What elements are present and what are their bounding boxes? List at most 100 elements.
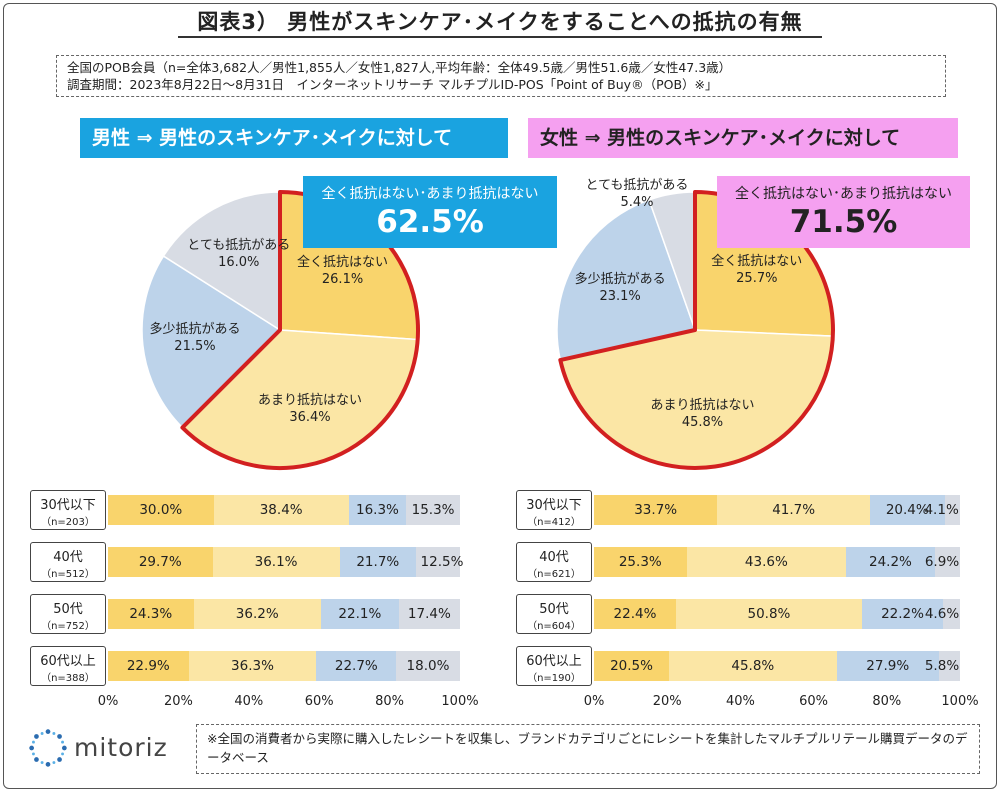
- male-callout-label: 全く抵抗はない･あまり抵抗はない: [321, 186, 539, 202]
- female-pie-slice-value: 25.7%: [736, 270, 778, 286]
- female-callout-label: 全く抵抗はない･あまり抵抗はない: [735, 186, 952, 202]
- survey-info-line2: 調査期間：2023年8月22日～8月31日 インターネットリサーチ マルチプルI…: [67, 77, 718, 92]
- female-bar-sample-size: （n=621）: [527, 569, 581, 580]
- male-bar-segment-label: 38.4%: [259, 502, 303, 518]
- female-bar-segment-2: [686, 547, 847, 577]
- male-bar-x-tick: 20%: [163, 694, 193, 709]
- figure-frame: [3, 3, 997, 789]
- male-bar-age-label: 50代: [53, 602, 83, 617]
- male-bar-segment-2: [213, 495, 349, 525]
- male-bar-segment-4: [398, 599, 460, 629]
- male-bar-stacked-bar: 30.0% 38.4% 16.3% 15.3%: [108, 495, 460, 525]
- male-bar-segment-label: 36.2%: [235, 606, 279, 622]
- male-bar-age-label: 40代: [53, 550, 83, 565]
- footnote: ※全国の消費者から実際に購入したレシートを収集し、ブランドカテゴリごとにレシート…: [196, 724, 980, 774]
- female-bar-x-tick: 40%: [725, 694, 755, 709]
- female-pie-slice-label-3: 多少抵抗がある 23.1%: [560, 271, 680, 305]
- female-bar-segment-label: 4.6%: [924, 606, 960, 622]
- male-bar-segment-label: 22.9%: [126, 658, 170, 674]
- male-bar-x-tick: 0%: [97, 694, 119, 709]
- female-bar-age-label: 30代以下: [526, 498, 582, 513]
- female-bar-row: 60代以上 （n=190） 20.5% 45.8% 27.9% 5.8%: [516, 646, 976, 686]
- male-bar-age-label: 30代以下: [40, 498, 96, 513]
- female-bar-segment-label: 20.4%: [885, 502, 929, 518]
- female-panel-header: 女性 ⇒ 男性のスキンケア･メイクに対して: [528, 118, 958, 158]
- male-pie-slice-4: [162, 191, 281, 332]
- male-bar-segment-1: [108, 495, 214, 525]
- female-bar-sample-size: （n=190）: [527, 673, 581, 684]
- mitoriz-logo-icon: [29, 729, 67, 767]
- male-bar-x-tick: 60%: [304, 694, 334, 709]
- female-pie-slice-3: [556, 198, 696, 361]
- male-panel-header: 男性 ⇒ 男性のスキンケア･メイクに対して: [80, 118, 508, 158]
- male-bar-segment-3: [339, 547, 416, 577]
- female-bar-stacked-bar: 33.7% 41.7% 20.4% 4.1%: [594, 495, 960, 525]
- male-bar-sample-size: （n=512）: [41, 569, 95, 580]
- female-bar-segment-label: 45.8%: [731, 658, 775, 674]
- male-callout-value: 62.5%: [376, 204, 484, 240]
- male-pie-slice-label-2: あまり抵抗はない 36.4%: [250, 392, 370, 426]
- female-bar-segment-4: [943, 599, 960, 629]
- male-bar-sample-size: （n=388）: [41, 673, 95, 684]
- female-bar-segment-2: [669, 651, 837, 681]
- female-pie-slice-label-2: あまり抵抗はない 45.8%: [643, 397, 763, 431]
- female-bar-segment-label: 27.9%: [866, 658, 910, 674]
- male-bar-segment-label: 18.0%: [406, 658, 450, 674]
- male-bar-row-label: 30代以下 （n=203）: [30, 490, 106, 530]
- male-callout: 全く抵抗はない･あまり抵抗はない 62.5%: [303, 176, 557, 248]
- female-bar-segment-label: 22.2%: [881, 606, 924, 622]
- male-bar-row: 50代 （n=752） 24.3% 36.2% 22.1% 17.4%: [30, 594, 470, 634]
- male-bar-segment-4: [396, 651, 460, 681]
- female-bar-row-label: 40代 （n=621）: [516, 542, 592, 582]
- female-pie-slice-value: 23.1%: [599, 288, 641, 304]
- male-bar-segment-label: 17.4%: [407, 606, 451, 622]
- female-callout: 全く抵抗はない･あまり抵抗はない 71.5%: [717, 176, 970, 248]
- male-bar-sample-size: （n=203）: [41, 517, 95, 528]
- female-bar-x-tick: 20%: [652, 694, 682, 709]
- male-bar-x-tick: 80%: [375, 694, 405, 709]
- male-bar-segment-3: [348, 495, 407, 525]
- female-bar-stacked-bar: 20.5% 45.8% 27.9% 5.8%: [594, 651, 960, 681]
- figure-title: 図表3） 男性がスキンケア･メイクをすることへの抵抗の有無: [197, 10, 803, 34]
- male-pie-slice-value: 36.4%: [289, 410, 331, 426]
- male-bar-segment-label: 30.0%: [139, 502, 183, 518]
- female-bar-row: 50代 （n=604） 22.4% 50.8% 22.2% 4.6%: [516, 594, 976, 634]
- male-pie-slice-value: 21.5%: [174, 339, 216, 355]
- female-bar-segment-1: [594, 599, 676, 629]
- male-bar-segment-1: [108, 547, 213, 577]
- female-bar-segment-label: 4.1%: [924, 502, 959, 518]
- male-bar-segment-2: [212, 547, 340, 577]
- female-pie-slice-value: 5.4%: [620, 195, 654, 211]
- female-pie-slice-category: 全く抵抗はない: [711, 253, 803, 269]
- male-bar-segment-label: 15.3%: [411, 502, 455, 518]
- male-bar-segment-2: [188, 651, 317, 681]
- female-bar-row-label: 60代以上 （n=190）: [516, 646, 592, 686]
- male-bar-segment-1: [108, 599, 194, 629]
- male-bar-segment-label: 36.3%: [231, 658, 274, 674]
- male-bar-stacked-bar: 24.3% 36.2% 22.1% 17.4%: [108, 599, 460, 629]
- female-bar-row: 40代 （n=621） 25.3% 43.6% 24.2% 6.9%: [516, 542, 976, 582]
- female-bar-x-tick: 0%: [583, 694, 605, 709]
- female-bar-sample-size: （n=412）: [527, 517, 581, 528]
- title-underline: [178, 36, 822, 38]
- female-bar-segment-4: [934, 547, 960, 577]
- female-bar-segment-1: [594, 495, 718, 525]
- female-bar-segment-1: [594, 651, 670, 681]
- male-bar-segment-label: 29.7%: [138, 554, 182, 570]
- female-bar-segment-label: 22.4%: [613, 606, 657, 622]
- male-bar-segment-3: [320, 599, 399, 629]
- male-bar-segment-1: [108, 651, 189, 681]
- female-bar-segment-label: 5.8%: [924, 658, 960, 674]
- female-pie-slice-category: とても抵抗がある: [585, 178, 689, 194]
- male-bar-x-tick: 40%: [234, 694, 264, 709]
- male-bar-segment-label: 21.7%: [356, 554, 400, 570]
- male-bar-row: 40代 （n=512） 29.7% 36.1% 21.7% 12.5%: [30, 542, 470, 582]
- mitoriz-logo-text: mitoriz: [74, 733, 168, 762]
- female-bar-segment-label: 20.5%: [610, 658, 653, 674]
- male-bar-x-tick: 100%: [441, 694, 479, 709]
- male-bar-segment-label: 16.3%: [356, 502, 399, 518]
- male-bar-segment-4: [406, 495, 460, 525]
- survey-info: 全国のPOB会員（n=全体3,682人／男性1,855人／女性1,827人,平均…: [56, 55, 946, 97]
- male-bar-segment-label: 12.5%: [420, 554, 464, 570]
- male-bar-segment-2: [193, 599, 321, 629]
